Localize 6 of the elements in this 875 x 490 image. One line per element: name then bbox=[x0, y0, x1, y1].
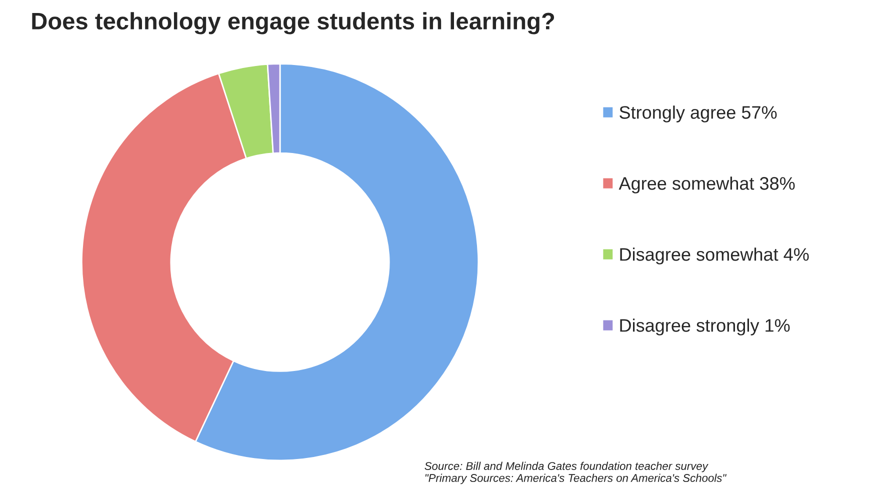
legend-label: Strongly agree 57% bbox=[620, 106, 777, 122]
chart-title: Does technology engage students in learning? bbox=[32, 12, 554, 34]
legend-label: Disagree somewhat 4% bbox=[620, 248, 809, 264]
legend-label: Disagree strongly 1% bbox=[620, 318, 790, 336]
legend-label: Agree somewhat 38% bbox=[618, 176, 795, 194]
source-note: Source: Bill and Melinda Gates foundation teacher survey "Primary Sources: America's Teachers on America's Schools" bbox=[424, 462, 727, 484]
